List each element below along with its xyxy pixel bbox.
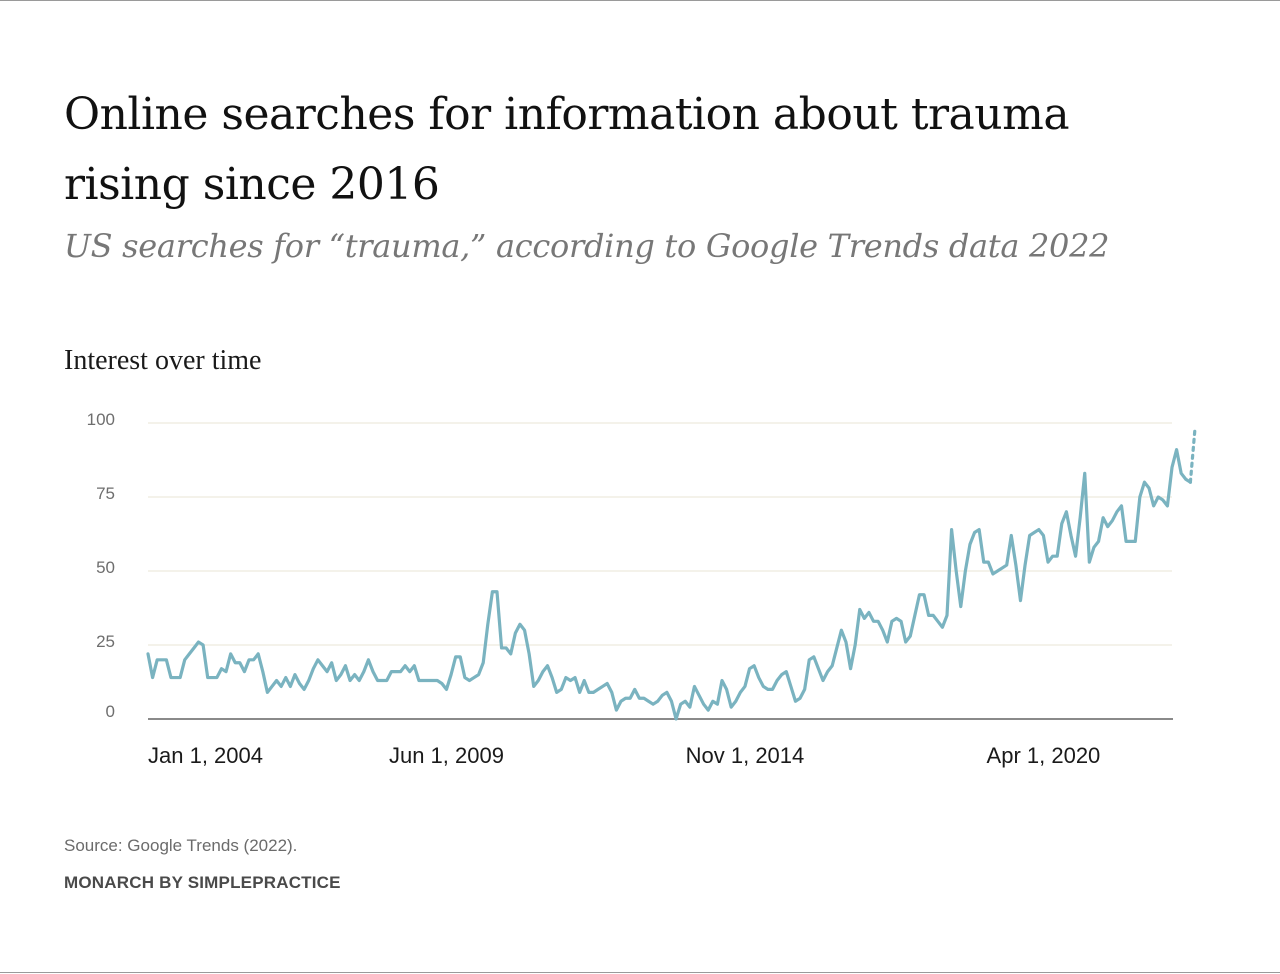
line-chart: 0 25 50 75 100 Jan 1, 2004 Jun 1, 2009 Nov 1, 2… <box>87 410 1197 768</box>
y-tick-label: 75 <box>96 484 115 503</box>
top-border <box>0 0 1280 1</box>
x-tick-label: Apr 1, 2020 <box>987 743 1101 768</box>
chart-title: Online searches for information about tr… <box>64 89 1070 210</box>
series-line <box>146 448 1192 721</box>
chart-subtitle: US searches for “trauma,” according to G… <box>64 227 1110 265</box>
source-note: Source: Google Trends (2022). <box>64 836 298 855</box>
y-tick-label: 0 <box>106 702 115 721</box>
bottom-border <box>0 972 1280 973</box>
brand-credit: MONARCH BY SIMPLEPRACTICE <box>64 873 341 892</box>
x-tick-label: Jun 1, 2009 <box>389 743 504 768</box>
y-tick-label: 100 <box>87 410 115 429</box>
series-line-partial <box>1188 427 1197 484</box>
x-tick-label: Nov 1, 2014 <box>686 743 805 768</box>
x-tick-label: Jan 1, 2004 <box>148 743 263 768</box>
chart-heading: Interest over time <box>64 345 262 376</box>
y-tick-label: 50 <box>96 558 115 577</box>
y-tick-label: 25 <box>96 632 115 651</box>
